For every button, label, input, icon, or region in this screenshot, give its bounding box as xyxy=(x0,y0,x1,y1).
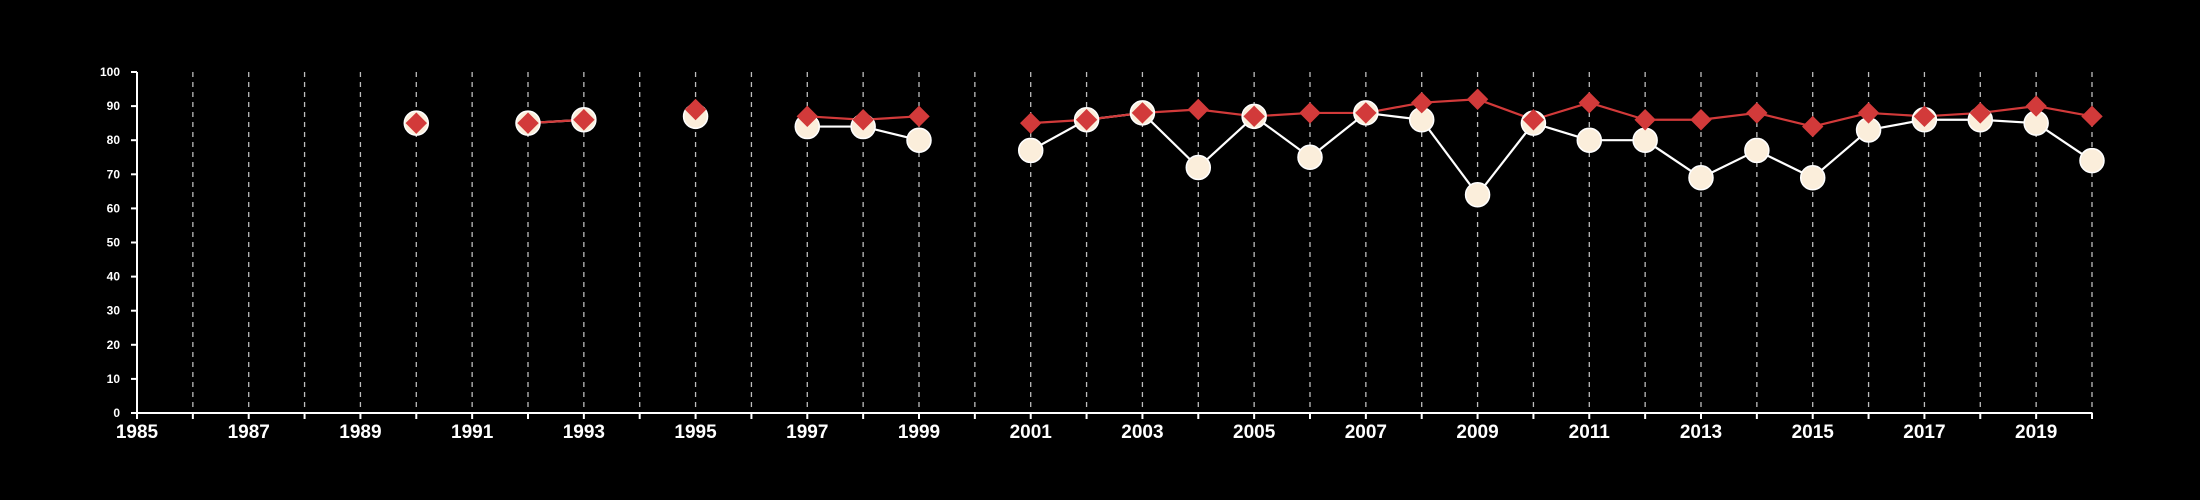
y-tick-label-60: 60 xyxy=(107,201,121,215)
x-tick-label-1997: 1997 xyxy=(786,422,828,443)
series-1-point-2013 xyxy=(1690,109,1712,131)
y-tick-label-90: 90 xyxy=(107,99,121,113)
x-tick-label-2011: 2011 xyxy=(1569,422,1611,443)
series-1-segment-2011-2012 xyxy=(1588,101,1646,121)
series-1-point-1990 xyxy=(405,112,427,134)
series-0-point-2006 xyxy=(1297,144,1323,170)
series-0-segment-2009-2010 xyxy=(1476,122,1535,196)
series-1-point-1995 xyxy=(684,98,707,121)
series-1-point-2009 xyxy=(1466,88,1489,110)
series-1-point-2012 xyxy=(1634,109,1656,131)
series-1-point-1992 xyxy=(517,112,539,134)
series-0-point-2014 xyxy=(1744,137,1770,164)
x-tick-label-2001: 2001 xyxy=(1010,422,1053,443)
series-1-segment-2015-2016 xyxy=(1812,111,1869,128)
series-0-point-2012 xyxy=(1632,127,1658,153)
series-1-point-2020 xyxy=(2081,105,2103,128)
y-tick-label-40: 40 xyxy=(107,270,121,284)
x-tick-label-2009: 2009 xyxy=(1456,422,1498,443)
series-0-point-2009 xyxy=(1464,182,1491,208)
series-0-point-1999 xyxy=(906,127,932,153)
series-1-point-2004 xyxy=(1187,98,1209,121)
series-1-point-2015 xyxy=(1802,115,1824,138)
series-0-point-2015 xyxy=(1799,164,1826,191)
y-tick-label-20: 20 xyxy=(107,338,121,352)
x-tick-label-1999: 1999 xyxy=(898,422,940,443)
series-1-point-1997 xyxy=(796,105,818,128)
x-tick-label-2003: 2003 xyxy=(1121,422,1163,443)
x-tick-label-1989: 1989 xyxy=(339,422,381,443)
series-1-point-2018 xyxy=(1969,102,1991,124)
series-0-point-2011 xyxy=(1576,127,1603,153)
series-0-segment-2008-2009 xyxy=(1420,119,1479,196)
x-tick-label-1993: 1993 xyxy=(563,422,605,443)
series-1-point-2016 xyxy=(1857,102,1880,124)
series-1-point-2002 xyxy=(1075,109,1098,131)
series-0-point-2013 xyxy=(1688,164,1714,191)
grid-lines xyxy=(192,72,2093,413)
x-tick-label-1987: 1987 xyxy=(228,422,270,443)
series-1-point-2006 xyxy=(1299,102,1321,124)
x-tick-label-1991: 1991 xyxy=(451,422,494,443)
x-tick-label-2019: 2019 xyxy=(2015,422,2057,443)
series-0-point-2020 xyxy=(2079,147,2105,174)
x-tick-label-2005: 2005 xyxy=(1233,422,1276,443)
y-tick-label-100: 100 xyxy=(100,65,120,79)
series-1-point-2008 xyxy=(1411,91,1433,114)
series-1-segment-2014-2015 xyxy=(1756,111,1813,128)
series-markers xyxy=(403,88,2105,208)
y-tick-label-0: 0 xyxy=(113,406,120,420)
series-1-point-2001 xyxy=(1020,112,1042,134)
x-tick-label-1995: 1995 xyxy=(674,422,717,443)
series-0-segment-2003-2004 xyxy=(1141,112,1200,169)
x-tick-label-2013: 2013 xyxy=(1680,422,1722,443)
series-1-point-2005 xyxy=(1243,105,1265,128)
y-tick-label-10: 10 xyxy=(107,372,121,386)
series-1-point-2019 xyxy=(2025,95,2047,117)
series-1-point-2017 xyxy=(1913,105,1936,128)
series-1-segment-2019-2020 xyxy=(2035,105,2093,118)
series-0-point-2001 xyxy=(1017,137,1044,164)
x-tick-label-2017: 2017 xyxy=(1903,422,1945,443)
y-tick-label-50: 50 xyxy=(107,236,121,250)
y-tick-label-30: 30 xyxy=(107,304,121,318)
x-tick-label-1985: 1985 xyxy=(116,422,159,443)
x-tick-label-2015: 2015 xyxy=(1792,422,1835,443)
series-1-point-2014 xyxy=(1746,102,1768,124)
series-1-point-2003 xyxy=(1131,102,1154,124)
y-tick-label-80: 80 xyxy=(107,133,121,147)
series-1-point-1993 xyxy=(573,109,595,131)
series-1-point-2010 xyxy=(1522,109,1545,131)
y-tick-label-70: 70 xyxy=(107,167,121,181)
series-1-point-1998 xyxy=(852,109,874,131)
series-1-point-2011 xyxy=(1578,91,1600,114)
series-1-point-2007 xyxy=(1355,102,1377,124)
x-tick-label-2007: 2007 xyxy=(1345,422,1387,443)
series-0-point-2004 xyxy=(1185,154,1212,181)
series-1-point-1999 xyxy=(908,105,930,128)
axes: 1985 1987 1989 1991 1993 1995 1997 1999 2001 2003… xyxy=(100,65,2093,443)
